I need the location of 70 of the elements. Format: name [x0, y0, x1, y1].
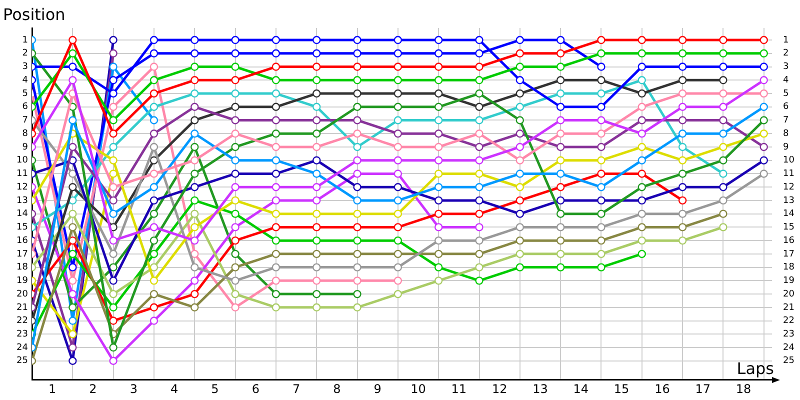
y2-tick-label: 17 [783, 249, 794, 260]
y2-tick-label: 13 [783, 196, 794, 206]
x-tick-label: 15 [614, 382, 630, 396]
y2-tick-label: 2 [783, 48, 789, 59]
x-tick-label: 7 [292, 382, 300, 396]
y2-tick-label: 20 [783, 289, 795, 300]
y2-tick-label: 10 [783, 156, 795, 166]
y2-tick-label: 8 [783, 128, 789, 139]
y-tick-label: 5 [22, 88, 28, 99]
y-tick-label: 9 [22, 142, 28, 152]
y-tick-label: 17 [16, 249, 28, 260]
y-tick-label: 20 [16, 289, 28, 300]
y-tick-label: 24 [16, 342, 28, 353]
y2-tick-label: 3 [783, 62, 789, 72]
y-tick-label: 22 [16, 316, 28, 326]
y2-tick-label: 11 [783, 169, 794, 180]
y-tick-label: 12 [16, 182, 28, 192]
x-tick-label: 12 [492, 382, 508, 396]
y2-tick-label: 23 [783, 329, 794, 340]
y2-tick-label: 15 [783, 222, 794, 233]
y-tick-label: 25 [16, 356, 28, 366]
y2-tick-label: 5 [783, 88, 789, 99]
y-tick-label: 1 [22, 35, 28, 46]
x-tick-label: 14 [573, 382, 589, 396]
x-tick-label: 16 [654, 382, 670, 396]
y2-tick-label: 19 [783, 276, 795, 286]
y2-tick-label: 22 [783, 316, 794, 326]
x-tick-label: 5 [211, 382, 219, 396]
x-tick-label: 18 [736, 382, 752, 396]
y2-tick-label: 6 [783, 102, 789, 112]
y-tick-label: 18 [16, 262, 28, 273]
y-tick-label: 21 [16, 302, 28, 313]
y-tick-label: 4 [22, 75, 28, 86]
y2-tick-label: 14 [783, 209, 795, 220]
x-tick-label: 13 [532, 382, 548, 396]
y-tick-label: 11 [16, 169, 28, 180]
x-tick-label: 17 [695, 382, 711, 396]
y-tick-label: 13 [16, 196, 28, 206]
y2-tick-label: 18 [783, 262, 795, 273]
y-tick-label: 23 [16, 329, 28, 340]
y-tick-label: 2 [22, 48, 28, 59]
x-tick-label: 1 [48, 382, 56, 396]
y2-tick-label: 7 [783, 116, 789, 126]
y2-tick-label: 21 [783, 302, 794, 313]
y-tick-label: 7 [22, 116, 28, 126]
y2-tick-label: 4 [783, 75, 789, 86]
x-axis-title: Laps [736, 358, 774, 378]
y2-tick-label: 24 [783, 342, 795, 353]
y-tick-label: 6 [22, 102, 28, 112]
x-tick-label: 8 [333, 382, 341, 396]
y-tick-label: 8 [22, 128, 28, 139]
x-tick-label: 10 [410, 382, 426, 396]
y-tick-label: 15 [16, 222, 28, 233]
x-tick-label: 6 [252, 382, 260, 396]
y2-tick-label: 12 [783, 182, 794, 192]
y-axis-title: Position [3, 5, 66, 24]
x-tick-label: 4 [170, 382, 178, 396]
x-tick-label: 3 [130, 382, 138, 396]
x-tick-label: 9 [374, 382, 382, 396]
y2-tick-label: 25 [783, 356, 794, 366]
y2-tick-label: 9 [783, 142, 789, 152]
y-tick-label: 3 [22, 62, 28, 72]
y-tick-label: 19 [16, 276, 28, 286]
x-tick-label: 11 [451, 382, 467, 396]
y-tick-label: 14 [16, 209, 28, 220]
x-tick-label: 2 [89, 382, 97, 396]
y-tick-label: 16 [16, 236, 28, 246]
y2-tick-label: 16 [783, 236, 795, 246]
y-tick-label: 10 [16, 156, 28, 166]
y2-tick-label: 1 [783, 35, 789, 46]
